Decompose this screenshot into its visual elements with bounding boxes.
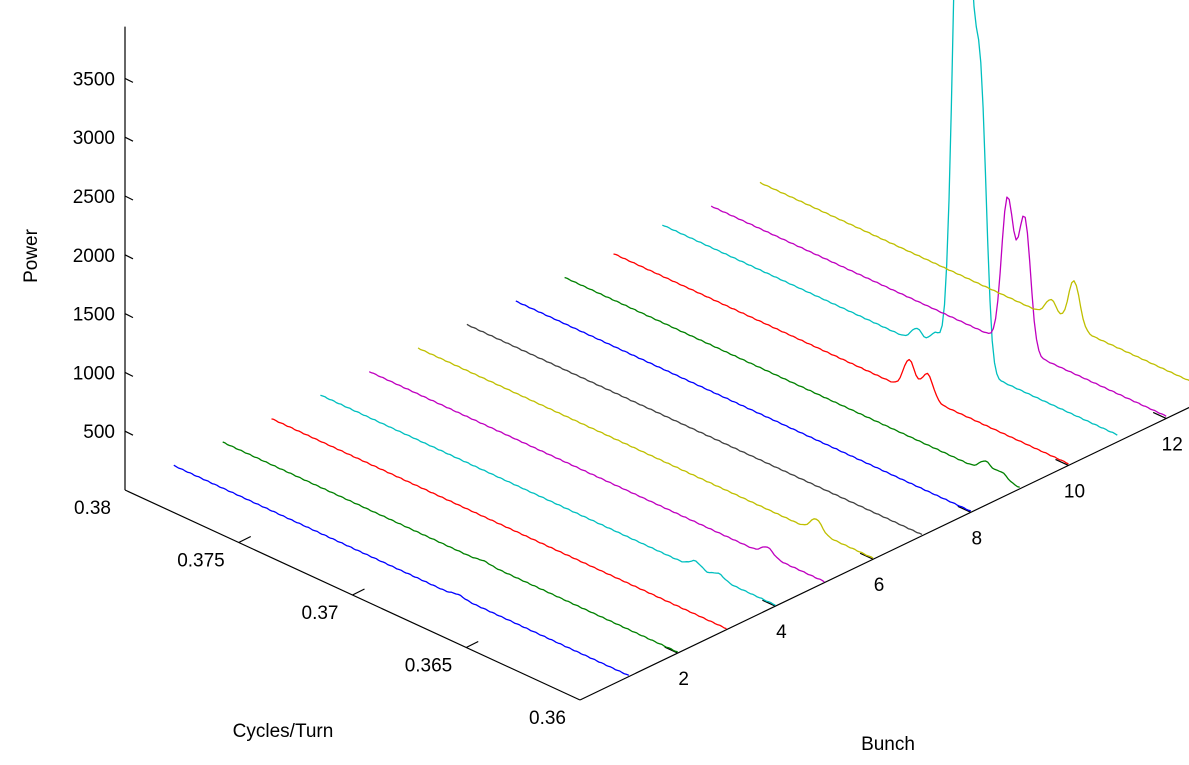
y-tick-label: 0.36 <box>529 708 566 729</box>
z-tick-mark <box>124 195 134 201</box>
series-line-bunch-4 <box>320 394 776 606</box>
series-line-bunch-2 <box>222 441 678 653</box>
series-line-bunch-13 <box>759 181 1189 382</box>
y-tick-mark <box>465 640 479 649</box>
series-line-bunch-1 <box>173 464 630 676</box>
z-axis-title: Power <box>21 228 42 283</box>
series-line-bunch-12 <box>710 196 1167 417</box>
x-axis-title: Bunch <box>861 734 915 755</box>
z-tick-label: 1000 <box>73 363 115 384</box>
y-tick-label: 0.375 <box>177 551 225 572</box>
x-tick-mark <box>1055 458 1069 466</box>
series-line-bunch-11 <box>662 0 1118 436</box>
y-tick-mark <box>352 588 365 596</box>
y-axis-title: Cycles/Turn <box>233 721 334 742</box>
x-tick-mark <box>762 599 776 607</box>
series-layer <box>173 0 1189 676</box>
x-tick-label: 8 <box>972 528 983 549</box>
z-tick-label: 500 <box>83 422 115 443</box>
z-tick-label: 3500 <box>73 69 115 90</box>
z-tick-mark <box>124 313 134 319</box>
series-line-bunch-10 <box>613 253 1069 465</box>
y-tick-mark <box>238 535 252 544</box>
x-tick-mark <box>957 505 972 513</box>
series-line-bunch-8 <box>515 300 971 512</box>
axes-layer: 2 4 6 8 10 12 0.36 0.365 0.37 0.375 0.38 500 1000 150… <box>73 26 1189 729</box>
z-tick-label: 1500 <box>73 305 115 326</box>
x-tick-label: 6 <box>874 575 885 596</box>
z-tick-mark <box>124 371 134 377</box>
x-tick-mark <box>1152 411 1167 420</box>
labels-layer: Power Cycles/Turn Bunch <box>21 228 915 755</box>
x-tick-label: 4 <box>776 622 787 643</box>
x-tick-label: 10 <box>1064 481 1085 502</box>
z-tick-mark <box>124 136 134 142</box>
x-tick-mark <box>859 552 874 560</box>
series-line-bunch-5 <box>368 371 825 583</box>
series-line-bunch-6 <box>417 347 874 559</box>
z-tick-mark <box>124 430 134 436</box>
series-line-bunch-9 <box>564 276 1020 488</box>
x-axis-line <box>579 406 1189 701</box>
z-tick-mark <box>124 254 134 260</box>
y-tick-label: 0.365 <box>405 656 453 677</box>
z-tick-label: 2500 <box>73 187 115 208</box>
y-tick-label: 0.38 <box>74 498 111 519</box>
z-tick-label: 2000 <box>73 246 115 267</box>
x-tick-label: 12 <box>1162 434 1183 455</box>
y-tick-label: 0.37 <box>302 603 339 624</box>
z-tick-label: 3000 <box>73 128 115 149</box>
x-tick-label: 2 <box>678 669 689 690</box>
series-line-bunch-3 <box>271 418 727 630</box>
series-line-bunch-7 <box>466 323 923 535</box>
x-tick-mark <box>664 646 678 654</box>
z-tick-mark <box>124 77 134 83</box>
